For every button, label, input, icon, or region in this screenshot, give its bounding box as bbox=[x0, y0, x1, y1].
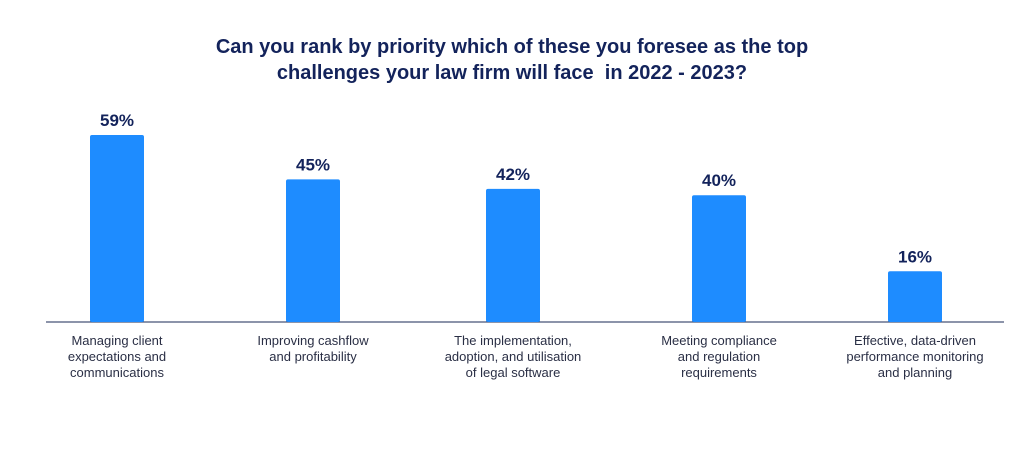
chart-title-line-2: challenges your law firm will face in 20… bbox=[276, 62, 748, 84]
bar-3 bbox=[692, 195, 746, 322]
chart-title-line-1: Can you rank by priority which of these … bbox=[215, 36, 809, 58]
category-label-line: performance monitoring bbox=[846, 349, 984, 364]
category-label-line: Improving cashflow bbox=[257, 333, 369, 348]
bar-0 bbox=[90, 135, 144, 322]
category-label-line: requirements bbox=[681, 365, 757, 380]
data-label-1: 45% bbox=[296, 155, 330, 174]
category-label-2: The implementation, adoption, and utilisa… bbox=[423, 333, 603, 381]
data-label-3: 40% bbox=[702, 171, 736, 190]
category-label-line: Effective, data-driven bbox=[854, 333, 976, 348]
category-label-line: adoption, and utilisation bbox=[444, 349, 582, 364]
category-label-line: and planning bbox=[877, 365, 953, 380]
chart-title: Can you rank by priority which of these … bbox=[0, 34, 1024, 86]
data-label-0: 59% bbox=[100, 111, 134, 130]
category-label-line: expectations and bbox=[67, 349, 167, 364]
category-label-line: communications bbox=[70, 365, 164, 380]
category-label-line: and regulation bbox=[677, 349, 761, 364]
category-label-line: Managing client bbox=[71, 333, 163, 348]
data-label-2: 42% bbox=[496, 165, 530, 184]
category-label-line: The implementation, bbox=[454, 333, 572, 348]
data-label-4: 16% bbox=[898, 247, 932, 266]
category-label-0: Managing client expectations and communica… bbox=[27, 333, 207, 381]
category-label-line: and profitability bbox=[269, 349, 357, 364]
category-label-line: of legal software bbox=[465, 365, 561, 380]
bar-1 bbox=[286, 179, 340, 322]
category-label-4: Effective, data-driven performance monito… bbox=[825, 333, 1005, 381]
bar-2 bbox=[486, 188, 540, 322]
category-label-line: Meeting compliance bbox=[661, 333, 777, 348]
bar-4 bbox=[888, 271, 942, 322]
category-label-1: Improving cashflow and profitability bbox=[223, 333, 403, 365]
category-label-3: Meeting compliance and regulation requirem… bbox=[629, 333, 809, 381]
